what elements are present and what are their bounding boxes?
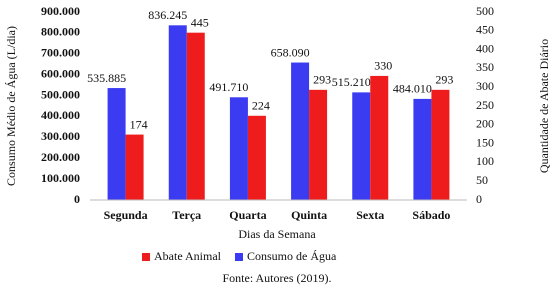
value-label: 330 <box>374 59 392 73</box>
y2-tick-label: 0 <box>476 192 482 206</box>
bar <box>168 25 187 200</box>
y2-tick-label: 450 <box>476 23 494 37</box>
y2-tick-label: 400 <box>476 41 494 55</box>
y2-tick-label: 50 <box>476 173 488 187</box>
value-label: 293 <box>435 73 453 87</box>
y-tick-label: 900.000 <box>41 4 80 18</box>
legend-swatch <box>142 253 150 261</box>
x-axis-title: Dias da Semana <box>238 227 316 241</box>
y-tick-label: 500.000 <box>41 87 80 101</box>
value-label: 491.710 <box>209 80 248 94</box>
y2-tick-label: 350 <box>476 60 494 74</box>
y-tick-label: 0 <box>74 192 80 206</box>
value-label: 445 <box>191 15 209 29</box>
y2-tick-label: 150 <box>476 135 494 149</box>
value-label: 836.245 <box>148 8 187 22</box>
bar <box>186 32 205 201</box>
x-tick-label: Sábado <box>412 208 450 222</box>
x-tick-label: Segunda <box>104 208 148 222</box>
value-label: 224 <box>252 99 270 113</box>
bar <box>291 62 310 200</box>
bar <box>107 88 126 200</box>
value-label: 484.010 <box>393 82 432 96</box>
x-tick-label: Quarta <box>229 208 266 222</box>
bar <box>229 97 248 200</box>
value-label: 174 <box>130 117 148 131</box>
y2-tick-label: 500 <box>476 4 494 18</box>
y-tick-label: 200.000 <box>41 150 80 164</box>
y-tick-label: 800.000 <box>41 25 80 39</box>
bar <box>413 98 432 200</box>
source: Fonte: Autores (2019). <box>223 271 332 285</box>
y-tick-label: 100.000 <box>41 171 80 185</box>
x-tick-label: Terça <box>172 208 201 222</box>
bar <box>431 89 450 200</box>
bar <box>352 92 371 200</box>
y-tick-label: 700.000 <box>41 46 80 60</box>
value-label: 535.885 <box>87 71 126 85</box>
y-axis-title: Consumo Médio de Água (L/dia) <box>4 26 18 186</box>
bar <box>309 89 328 200</box>
legend-label: Consumo de Água <box>247 249 337 263</box>
y-tick-label: 600.000 <box>41 66 80 80</box>
y2-tick-label: 200 <box>476 117 494 131</box>
y2-tick-label: 250 <box>476 98 494 112</box>
y2-tick-label: 300 <box>476 79 494 93</box>
bar <box>370 75 389 200</box>
legend-label: Abate Animal <box>154 249 222 263</box>
y2-axis-title: Quantidade de Abate Diário <box>537 39 551 173</box>
value-label: 658.090 <box>271 45 310 59</box>
x-tick-label: Sexta <box>356 208 384 222</box>
y-tick-label: 300.000 <box>41 129 80 143</box>
value-label: 515.210 <box>332 75 371 89</box>
y2-tick-label: 100 <box>476 154 494 168</box>
x-tick-label: Quinta <box>291 208 327 222</box>
y-tick-label: 400.000 <box>41 108 80 122</box>
value-label: 293 <box>313 73 331 87</box>
bar <box>125 134 144 200</box>
bar <box>247 115 266 200</box>
legend-swatch <box>234 253 243 261</box>
